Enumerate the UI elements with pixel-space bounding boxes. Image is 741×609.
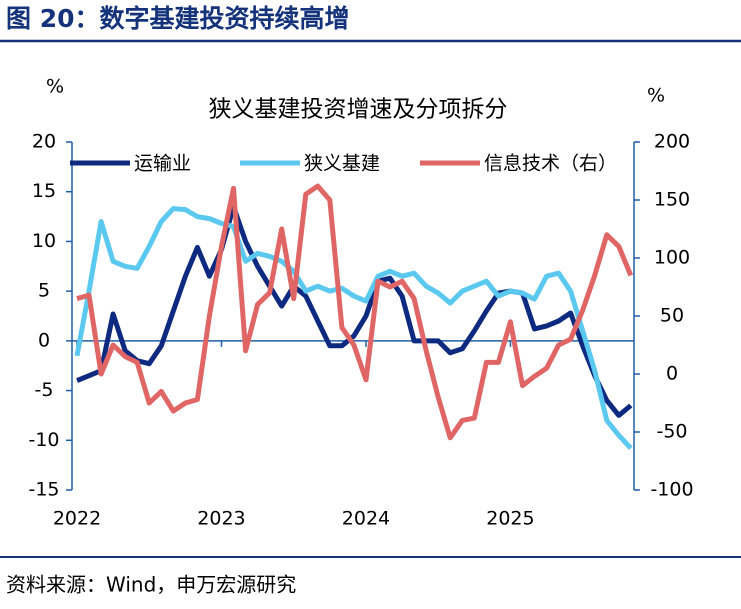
y2-tick-label: 150 (654, 189, 690, 211)
series-line (76, 204, 633, 418)
legend-label: 运输业 (134, 153, 191, 175)
y-tick-label: 10 (32, 230, 56, 252)
y2-tick-label: -50 (656, 421, 687, 443)
y2-tick-label: 200 (654, 131, 690, 153)
x-tick-label: 2023 (197, 508, 245, 530)
x-tick-label: 2025 (486, 508, 534, 530)
y-tick-label: -10 (28, 429, 59, 451)
x-tick-label: 2022 (53, 508, 101, 530)
chart-title: 狭义基建投资增速及分项拆分 (209, 97, 508, 123)
y-tick-label: 15 (32, 180, 56, 202)
y-tick-label: 0 (38, 329, 50, 351)
y2-tick-label: 100 (654, 247, 690, 269)
series-line (76, 183, 634, 441)
y-tick-label: -15 (28, 479, 59, 501)
x-tick-label: 2024 (342, 508, 390, 530)
y-tick-label: 20 (32, 131, 56, 153)
header-title: 图 20：数字基建投资持续高增 (6, 4, 350, 33)
y-tick-label: -5 (35, 379, 54, 401)
source: 资料来源：Wind，申万宏源研究 (6, 573, 296, 597)
y2-tick-label: -100 (650, 479, 693, 501)
y-tick-label: 5 (38, 280, 50, 302)
y2-tick-label: 0 (666, 363, 678, 385)
y2-tick-label: 50 (660, 305, 684, 327)
y2-axis-label: % (647, 85, 665, 107)
y-axis-label: % (46, 76, 64, 98)
legend-label: 信息技术（右） (484, 153, 617, 175)
series-line (74, 206, 633, 450)
legend-label: 狭义基建 (304, 153, 380, 175)
